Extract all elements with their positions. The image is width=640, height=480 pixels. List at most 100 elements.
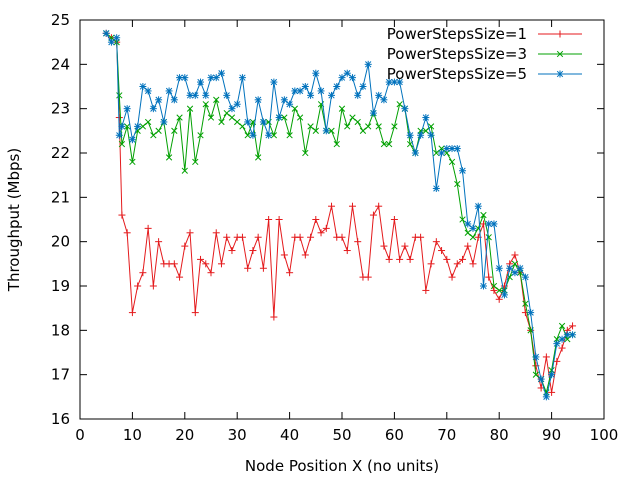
data-point xyxy=(328,202,336,210)
data-point xyxy=(542,353,550,361)
data-point xyxy=(365,123,372,130)
data-point xyxy=(197,255,205,263)
data-point xyxy=(296,233,304,241)
data-point xyxy=(165,154,173,161)
data-point xyxy=(144,118,152,126)
data-point xyxy=(228,247,236,255)
legend-marker xyxy=(556,30,564,38)
data-point xyxy=(375,91,383,99)
data-point xyxy=(354,118,361,126)
data-point xyxy=(186,229,194,237)
data-point xyxy=(238,233,246,241)
data-point xyxy=(338,105,346,112)
data-point xyxy=(328,91,336,99)
data-point xyxy=(558,344,566,352)
data-point xyxy=(255,154,262,161)
legend-label: PowerStepsSize=3 xyxy=(387,45,527,63)
data-point xyxy=(548,388,556,396)
y-tick-label: 18 xyxy=(51,321,70,339)
data-point xyxy=(485,273,493,281)
data-point xyxy=(396,101,403,108)
data-point xyxy=(459,167,467,175)
data-point xyxy=(181,74,189,82)
data-point xyxy=(116,92,123,99)
data-point xyxy=(453,145,461,153)
data-point xyxy=(380,140,388,148)
x-tick-label: 0 xyxy=(75,426,85,444)
data-point xyxy=(265,216,273,223)
data-point xyxy=(144,87,152,95)
data-point xyxy=(448,158,456,166)
data-point xyxy=(280,96,288,104)
data-point xyxy=(495,295,503,303)
data-point xyxy=(490,282,498,290)
data-point xyxy=(490,286,498,294)
series-line xyxy=(105,32,573,395)
data-point xyxy=(380,242,388,250)
data-point xyxy=(123,229,131,237)
y-tick-label: 22 xyxy=(51,144,70,162)
data-point xyxy=(364,273,372,281)
data-point xyxy=(406,131,414,139)
data-point xyxy=(244,118,252,126)
series-2 xyxy=(103,30,576,396)
data-point xyxy=(464,242,472,250)
data-point xyxy=(123,105,131,113)
x-tick-label: 40 xyxy=(280,426,299,444)
data-point xyxy=(312,127,319,134)
data-point xyxy=(118,140,126,148)
data-point xyxy=(569,322,577,330)
data-point xyxy=(217,69,225,77)
data-point xyxy=(317,229,325,237)
data-point xyxy=(312,216,320,223)
x-tick-label: 20 xyxy=(175,426,194,444)
data-point xyxy=(181,242,189,250)
data-point xyxy=(160,118,168,126)
data-point xyxy=(532,353,540,361)
data-point xyxy=(155,127,162,134)
data-point xyxy=(217,260,225,268)
data-point xyxy=(464,229,471,236)
data-point xyxy=(254,233,262,241)
data-point xyxy=(139,83,147,90)
data-point xyxy=(259,118,267,126)
data-point xyxy=(322,224,330,232)
data-point xyxy=(280,251,288,259)
data-point xyxy=(459,216,466,223)
data-point xyxy=(522,300,529,307)
data-point xyxy=(406,255,414,263)
data-point xyxy=(369,109,377,117)
data-point xyxy=(113,34,121,42)
data-point xyxy=(385,255,393,263)
data-point xyxy=(490,220,498,228)
data-point xyxy=(244,132,251,139)
data-point xyxy=(170,96,178,104)
data-point xyxy=(286,269,294,277)
data-point xyxy=(191,91,199,99)
data-point xyxy=(128,309,136,317)
data-point xyxy=(213,96,220,103)
data-point xyxy=(186,105,194,112)
data-point xyxy=(396,255,404,263)
data-point xyxy=(469,234,477,241)
data-point xyxy=(333,140,340,148)
data-point xyxy=(191,309,199,317)
data-point xyxy=(102,29,110,37)
data-point xyxy=(238,74,246,82)
data-point xyxy=(301,251,309,259)
data-point xyxy=(171,127,178,134)
data-point xyxy=(328,127,335,134)
x-tick-label: 10 xyxy=(123,426,142,444)
data-point xyxy=(150,132,157,139)
data-point xyxy=(134,282,142,290)
data-point xyxy=(485,234,492,241)
data-point xyxy=(359,83,367,90)
data-point xyxy=(333,83,341,90)
data-point xyxy=(286,132,293,139)
data-point xyxy=(354,91,362,99)
data-point xyxy=(469,224,477,232)
x-axis-title: Node Position X (no units) xyxy=(245,457,439,475)
data-point xyxy=(207,269,215,277)
legend-label: PowerStepsSize=5 xyxy=(387,65,527,83)
data-point xyxy=(302,149,309,157)
